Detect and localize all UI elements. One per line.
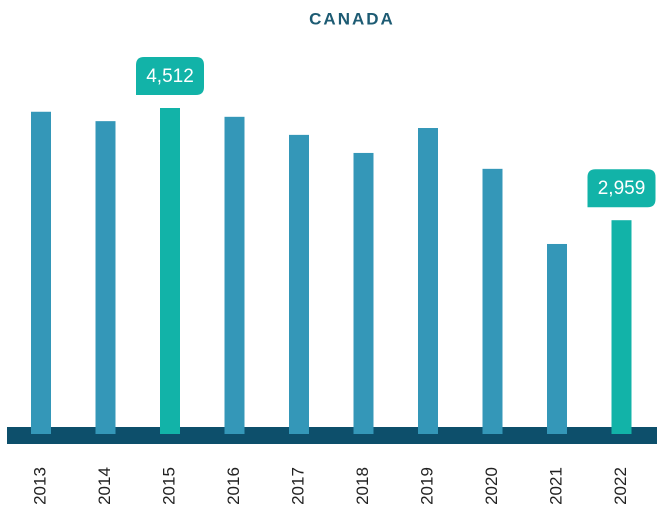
x-tick-label: 2014 xyxy=(95,467,114,505)
value-label: 2,959 xyxy=(598,178,646,199)
bar xyxy=(95,121,116,434)
x-tick-label: 2017 xyxy=(288,467,307,505)
bar xyxy=(160,108,180,434)
bar xyxy=(353,152,374,434)
value-label-box xyxy=(136,57,204,95)
x-tick-label: 2015 xyxy=(159,467,178,505)
bar xyxy=(224,116,245,435)
x-tick-label: 2021 xyxy=(546,467,565,505)
value-label-box xyxy=(587,169,656,208)
x-tick-label: 2020 xyxy=(482,467,501,505)
bar xyxy=(31,111,51,435)
bar xyxy=(611,220,632,434)
x-tick-label: 2022 xyxy=(611,467,630,505)
x-tick-label: 2019 xyxy=(417,467,436,505)
x-tick-label: 2018 xyxy=(353,467,372,505)
bar xyxy=(482,168,503,434)
bar xyxy=(418,128,438,435)
x-tick-label: 2013 xyxy=(30,467,49,505)
x-tick-label: 2016 xyxy=(224,467,243,505)
chart-title: CANADA xyxy=(309,9,395,28)
bar xyxy=(547,243,567,434)
value-label: 4,512 xyxy=(146,66,194,87)
bar xyxy=(289,134,309,434)
